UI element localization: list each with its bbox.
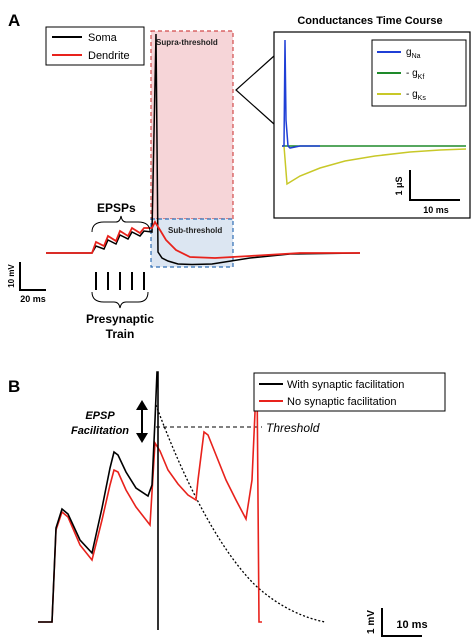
epsp-label-line1: EPSP [85, 410, 115, 422]
conductance-inset: Conductances Time Course gNa - gKf - gKs… [273, 15, 471, 219]
inset-gks-trace [283, 145, 467, 186]
epsp-label-line2: Facilitation [71, 425, 129, 437]
with-facilitation-trace [38, 371, 159, 630]
inset-gna-trace [282, 39, 320, 149]
presynaptic-label-line2: Train [106, 327, 135, 341]
facilitation-arrow-up [136, 400, 148, 410]
supra-threshold-region [150, 30, 234, 220]
decay-curve [155, 404, 326, 623]
panel-b-scale-bar: 1 mV 10 ms [366, 608, 428, 637]
inset-callout [235, 55, 275, 125]
panel-b-legend: With synaptic facilitation No synaptic f… [253, 372, 446, 412]
panel-b-scale-v: 1 mV [366, 610, 377, 634]
inset-title: Conductances Time Course [297, 15, 442, 27]
sub-threshold-label: Sub-threshold [168, 226, 222, 235]
supra-threshold-label: Supra-threshold [156, 38, 218, 47]
panel-a-scale-t: 20 ms [20, 294, 46, 304]
panel-a-scale-v: 10 mV [7, 264, 16, 288]
inset-scale-bar [409, 170, 460, 201]
facilitation-arrow-down [136, 433, 148, 443]
panel-b-scale-t: 10 ms [396, 619, 427, 631]
presynaptic-label-line1: Presynaptic [86, 312, 154, 326]
dendrite-legend-label: Dendrite [88, 50, 130, 62]
soma-trace-a [46, 33, 361, 266]
panel-a-legend: Soma Dendrite [45, 26, 145, 66]
no-facilitation-label: No synaptic facilitation [287, 396, 396, 408]
panel-b-letter: B [8, 377, 20, 396]
gks-legend-label: - gKs [406, 89, 426, 102]
panel-a-letter: A [8, 11, 20, 30]
presynaptic-brace [91, 291, 149, 309]
inset-scale-v: 1 μS [394, 176, 404, 195]
presynaptic-spikes [95, 272, 145, 290]
no-facilitation-trace [38, 374, 262, 623]
with-facilitation-label: With synaptic facilitation [287, 379, 404, 391]
inset-scale-t: 10 ms [423, 205, 449, 215]
threshold-label: Threshold [266, 421, 320, 435]
epsps-label: EPSPs [97, 201, 136, 215]
panel-a-scale-bar: 10 mV 20 ms [7, 262, 46, 304]
gkf-legend-label: - gKf [406, 68, 424, 81]
soma-legend-label: Soma [88, 32, 118, 44]
epsps-brace [91, 215, 151, 233]
gna-legend-label: gNa [406, 47, 421, 60]
dendrite-trace-a [46, 220, 360, 259]
